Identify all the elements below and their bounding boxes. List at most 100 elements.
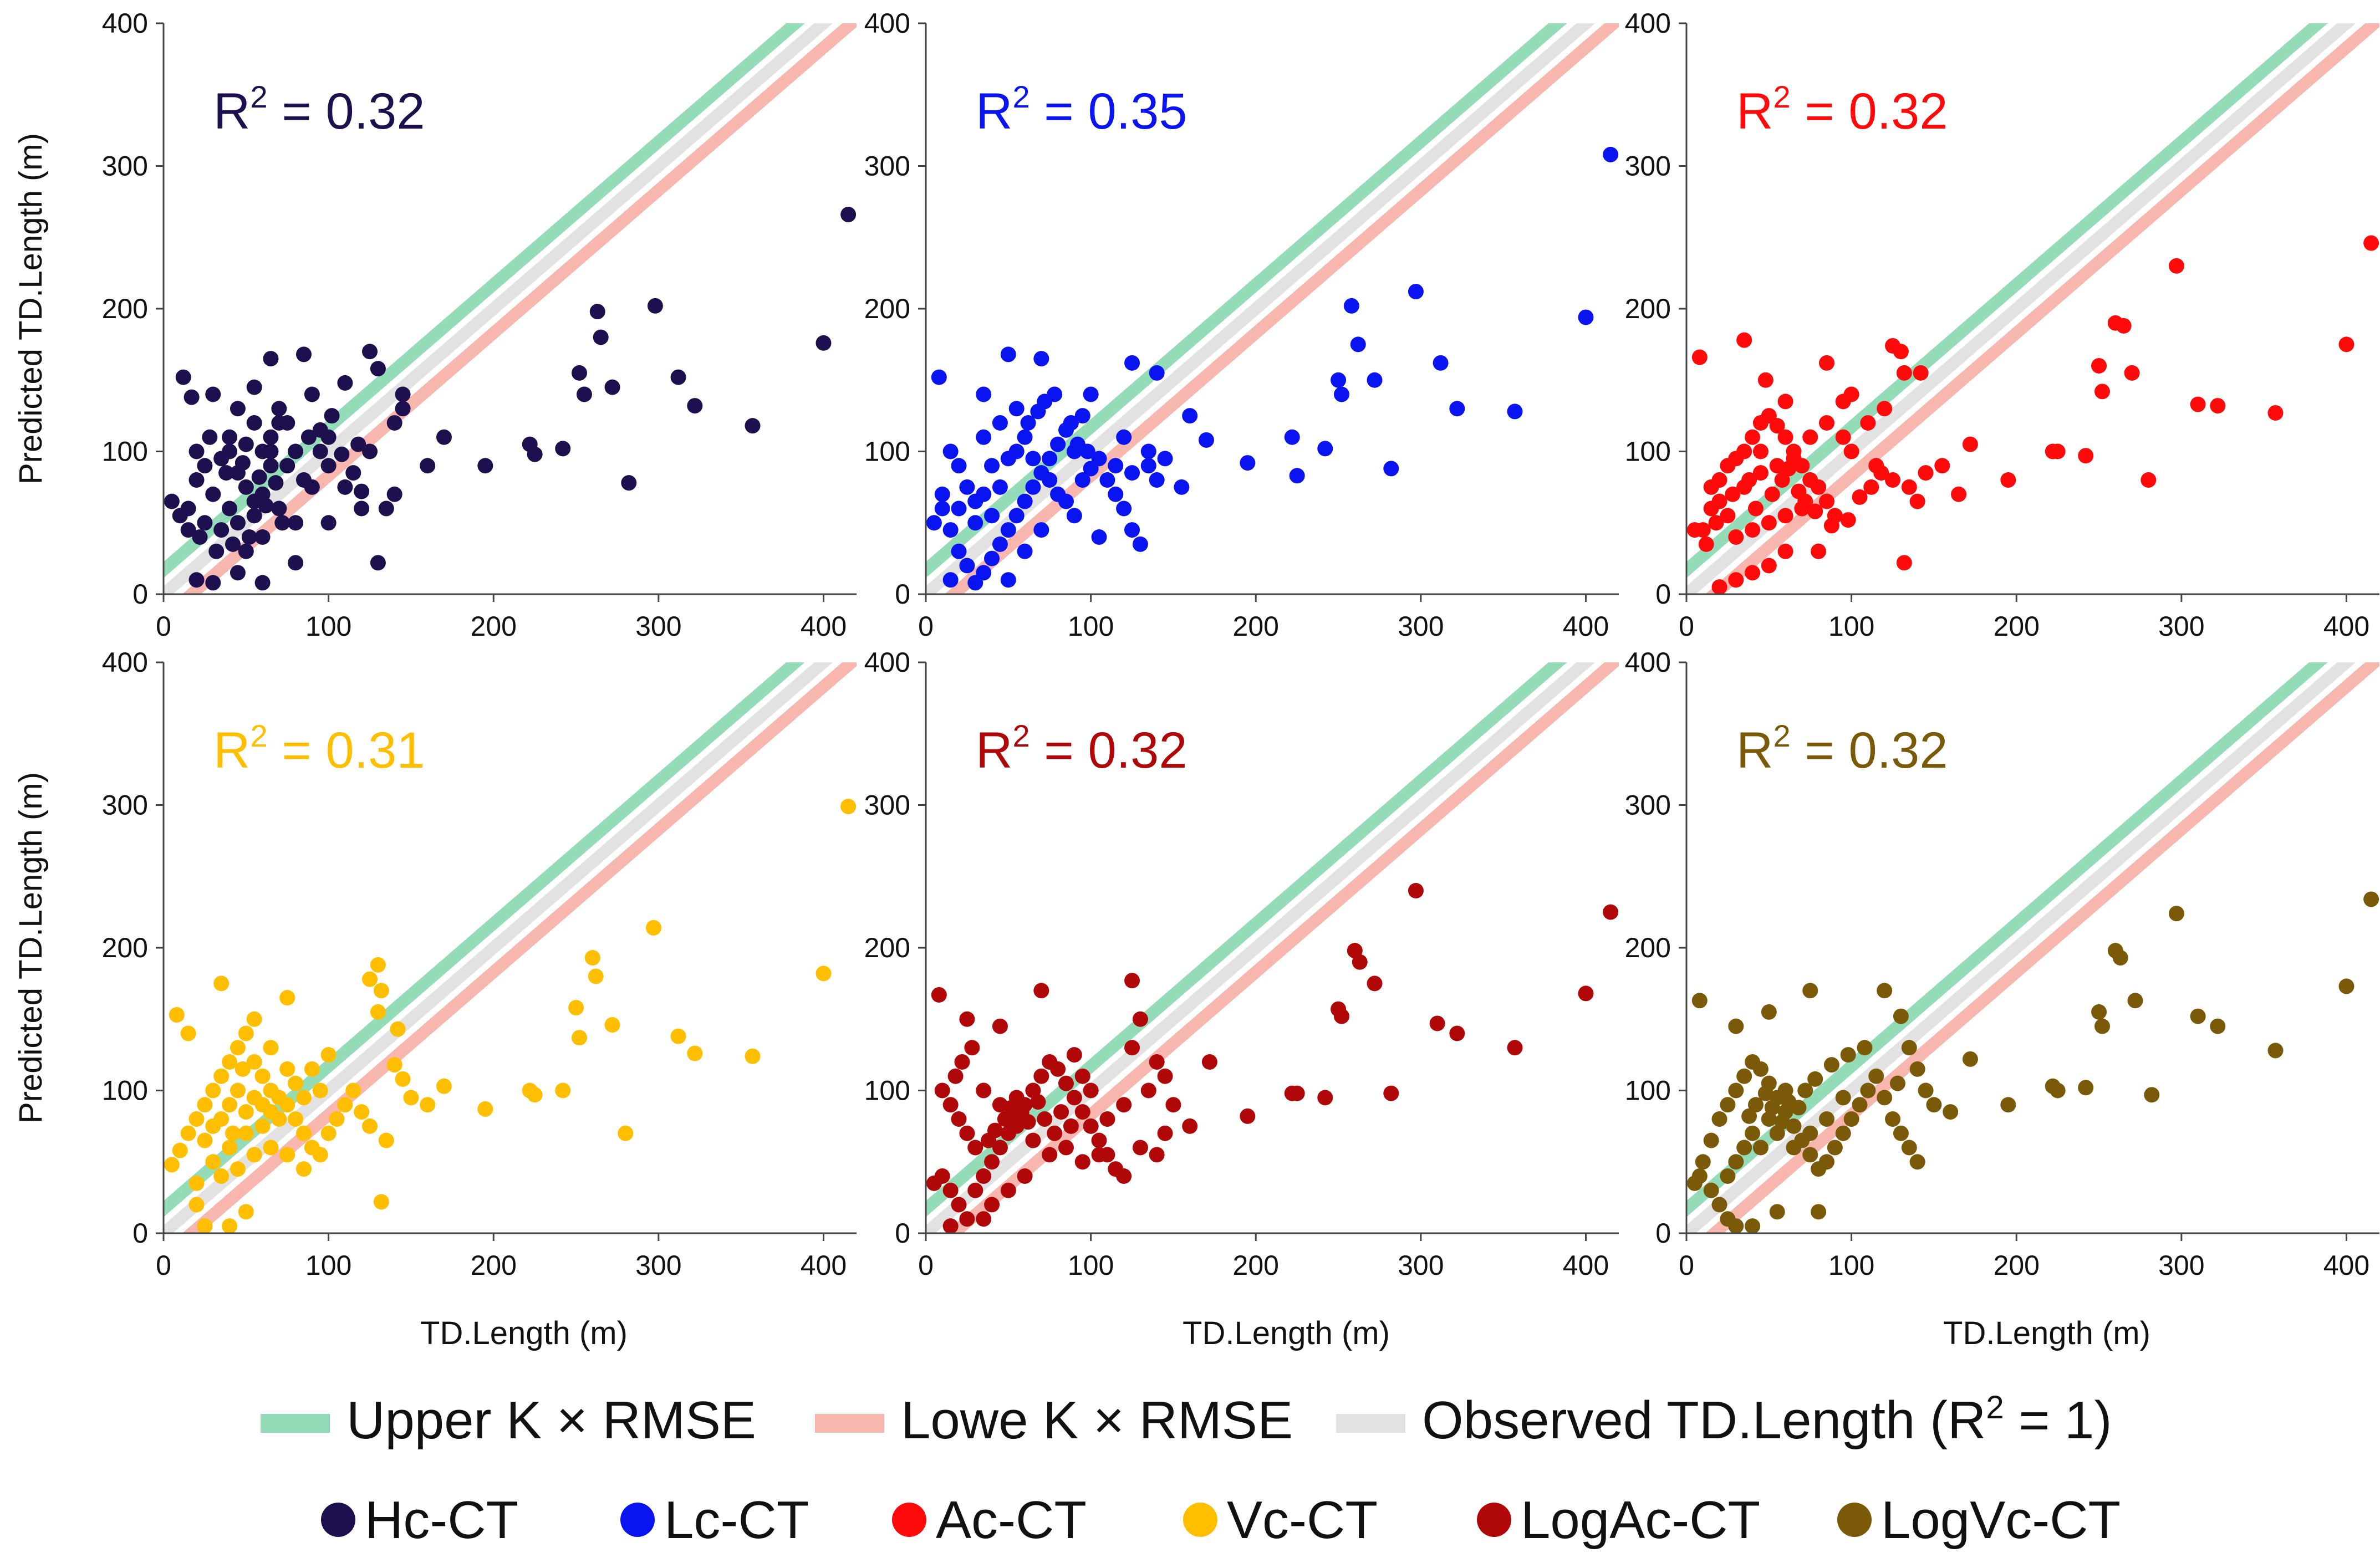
data-point xyxy=(621,475,637,491)
data-point xyxy=(1066,1090,1082,1106)
data-point xyxy=(934,486,950,502)
data-point xyxy=(1745,522,1761,538)
data-point xyxy=(984,550,1000,566)
data-point xyxy=(271,415,287,431)
data-point xyxy=(2094,384,2110,400)
data-point xyxy=(951,543,967,559)
data-point xyxy=(188,572,205,588)
data-point xyxy=(670,1028,686,1044)
y-tick-label: 400 xyxy=(864,8,910,39)
data-point xyxy=(572,1030,587,1046)
data-point xyxy=(238,436,254,452)
y-tick-label: 100 xyxy=(102,436,148,467)
x-tick-label: 400 xyxy=(801,611,847,642)
data-point xyxy=(184,389,200,405)
y-tick-label: 300 xyxy=(102,790,148,821)
observed-line xyxy=(1686,23,2356,594)
data-point xyxy=(1025,479,1041,495)
data-point xyxy=(1050,1061,1066,1077)
y-tick-label: 200 xyxy=(1625,293,1671,324)
data-point xyxy=(1893,1125,1909,1141)
data-point xyxy=(2091,1004,2107,1020)
data-point xyxy=(1284,429,1300,445)
data-point xyxy=(954,1054,970,1070)
data-point xyxy=(1000,572,1016,588)
data-point xyxy=(527,1087,543,1103)
legend-label: LogAc-CT xyxy=(1521,1490,1760,1550)
data-point xyxy=(1343,298,1359,314)
data-point xyxy=(263,351,279,367)
data-point xyxy=(1761,1004,1777,1020)
data-point xyxy=(1918,465,1934,481)
data-point xyxy=(1174,479,1190,495)
data-point xyxy=(230,515,246,531)
x-tick-label: 200 xyxy=(1994,611,2040,642)
data-point xyxy=(279,990,295,1006)
data-point xyxy=(604,1017,620,1033)
data-point xyxy=(1053,1104,1069,1120)
data-point xyxy=(1728,529,1744,545)
data-point xyxy=(1769,1204,1785,1220)
legend-item-logac-ct: LogAc-CT xyxy=(1477,1490,1760,1550)
y-tick-label: 100 xyxy=(864,436,910,467)
data-point xyxy=(1083,386,1099,402)
data-point xyxy=(1350,336,1366,353)
data-point xyxy=(436,1078,452,1094)
data-point xyxy=(1901,1140,1917,1156)
data-point xyxy=(1030,1094,1046,1110)
data-point xyxy=(225,1125,241,1141)
data-point xyxy=(1289,1085,1305,1101)
data-point xyxy=(324,408,340,424)
data-point xyxy=(976,486,992,502)
data-point xyxy=(1741,472,1757,488)
data-point xyxy=(1840,512,1856,528)
data-point xyxy=(1124,522,1140,538)
data-point xyxy=(1578,985,1594,1002)
data-point xyxy=(1507,403,1523,420)
data-point xyxy=(1781,461,1797,477)
data-point xyxy=(395,401,411,417)
lower-rmse-line xyxy=(1705,662,2379,1233)
data-point xyxy=(254,1118,271,1134)
data-point xyxy=(1752,1140,1769,1156)
data-point xyxy=(1149,1147,1165,1163)
data-point xyxy=(1074,1104,1090,1120)
data-point xyxy=(1003,1100,1020,1116)
data-point xyxy=(947,1068,964,1084)
observed-line xyxy=(164,23,833,594)
data-point xyxy=(395,1071,411,1087)
data-points xyxy=(1686,891,2379,1233)
y-tick-label: 200 xyxy=(102,932,148,963)
data-point xyxy=(1748,1097,1764,1113)
data-point xyxy=(1201,1054,1217,1070)
legend-item-ac-ct: Ac-CT xyxy=(892,1490,1087,1550)
data-point xyxy=(1433,355,1449,371)
data-point xyxy=(1198,432,1214,448)
data-point xyxy=(1058,1075,1074,1091)
y-tick-label: 300 xyxy=(1625,790,1671,821)
data-point xyxy=(1020,415,1036,431)
data-point xyxy=(1383,1085,1399,1101)
data-point xyxy=(1017,543,1033,559)
data-point xyxy=(1042,1147,1058,1163)
y-tick-label: 100 xyxy=(1625,436,1671,467)
data-point xyxy=(362,1118,378,1134)
data-point xyxy=(2141,472,2157,488)
data-point xyxy=(263,429,279,445)
data-point xyxy=(984,1197,1000,1213)
data-point xyxy=(238,1204,254,1220)
data-point xyxy=(213,1068,230,1084)
data-point xyxy=(951,1111,967,1127)
legend-label: Upper K × RMSE xyxy=(346,1391,756,1450)
data-point xyxy=(1835,1090,1851,1106)
x-tick-label: 100 xyxy=(305,1250,351,1281)
data-point xyxy=(2338,336,2354,353)
data-point xyxy=(1774,1114,1790,1130)
data-point xyxy=(312,422,328,438)
data-point xyxy=(2267,1043,2284,1059)
data-point xyxy=(2144,1087,2160,1103)
upper-rmse-line xyxy=(1686,662,2328,1217)
data-point xyxy=(1962,436,1978,452)
data-point xyxy=(745,1048,761,1064)
data-point xyxy=(1099,1111,1115,1127)
